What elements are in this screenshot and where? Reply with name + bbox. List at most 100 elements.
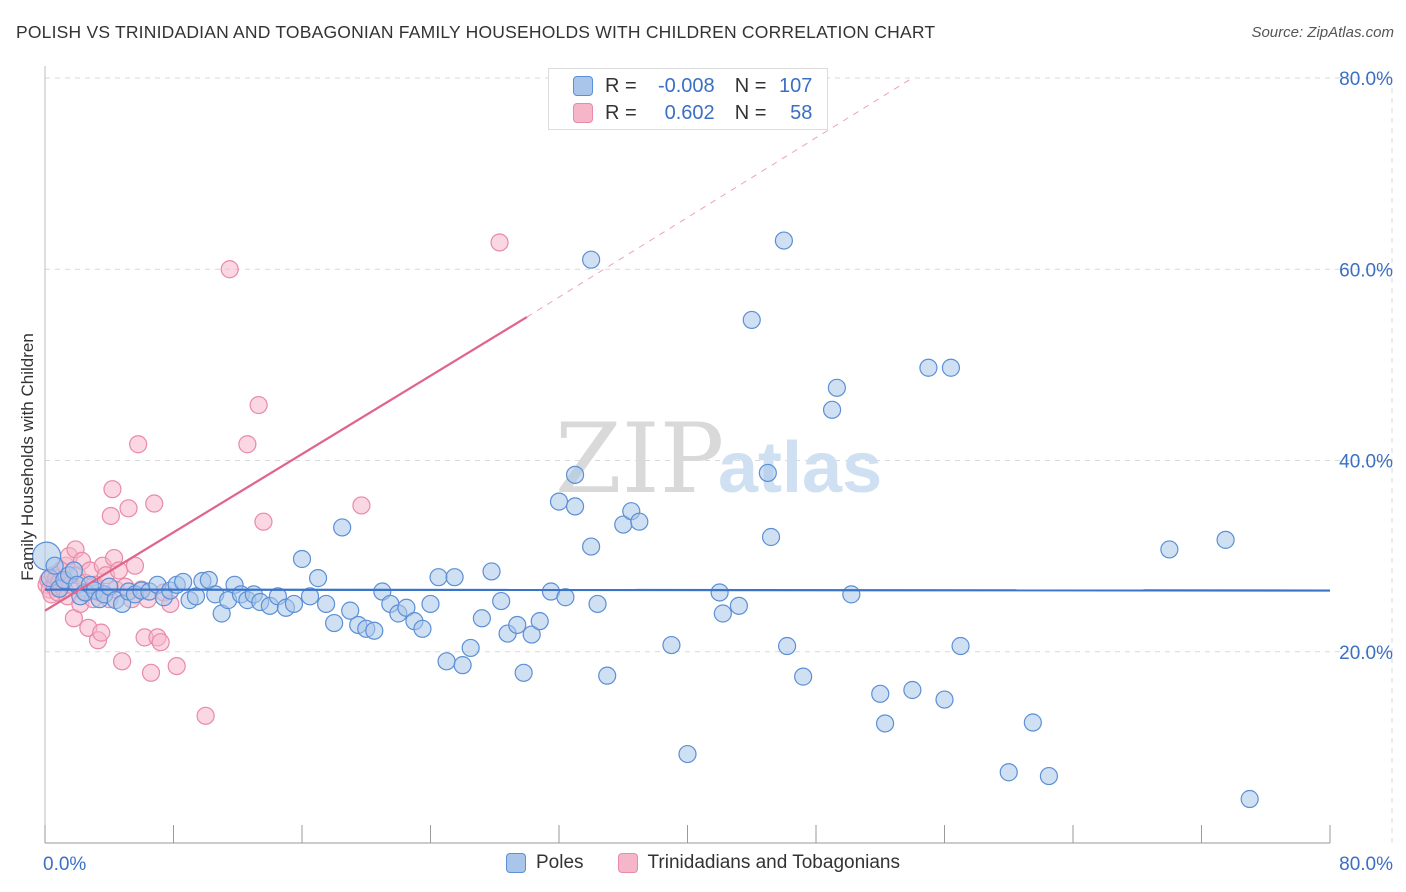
- tt-point: [490, 233, 509, 252]
- poles-point: [941, 358, 961, 377]
- x-tick-label: 80.0%: [1339, 854, 1393, 875]
- poles-point: [713, 604, 732, 623]
- poles-point: [284, 594, 304, 614]
- x-tick-label: 0.0%: [43, 854, 86, 875]
- tt-point: [101, 506, 120, 526]
- legend-item-tt[interactable]: Trinidadians and Tobagonians: [617, 852, 900, 874]
- poles-point: [1160, 540, 1179, 559]
- poles-point: [556, 588, 575, 607]
- poles-point: [827, 378, 846, 397]
- poles-point: [325, 613, 344, 633]
- y-tick-label: 40.0%: [1339, 452, 1393, 473]
- poles-point: [549, 492, 569, 511]
- poles-point: [710, 583, 729, 602]
- grid-lines: [44, 66, 1393, 843]
- poles-point: [461, 638, 480, 658]
- poles-point: [875, 714, 895, 733]
- poles-point: [565, 465, 585, 484]
- correlation-legend: R = -0.008 N = 107 R = 0.602 N = 58: [548, 68, 828, 130]
- trend-lines: [44, 77, 1331, 612]
- series-legend: Poles Trinidadians and Tobagonians: [0, 852, 1406, 874]
- poles-point: [522, 625, 541, 644]
- poles-point: [1216, 530, 1235, 549]
- poles-point: [662, 635, 681, 655]
- poles-point: [300, 587, 320, 606]
- poles-point: [871, 684, 890, 703]
- poles-point: [429, 568, 448, 587]
- poles-point: [421, 594, 440, 614]
- poles-point: [761, 527, 781, 547]
- legend-item-poles[interactable]: Poles: [506, 852, 584, 874]
- poles-point: [758, 463, 777, 483]
- poles-point: [777, 636, 797, 656]
- poles-point: [582, 250, 601, 269]
- poles-point: [630, 512, 649, 531]
- poles-point: [437, 652, 456, 671]
- r-value-poles: -0.008: [657, 74, 715, 97]
- source-label: Source: ZipAtlas.com: [1251, 24, 1394, 41]
- poles-point: [565, 497, 585, 516]
- poles-point: [774, 231, 793, 250]
- legend-label-poles: Poles: [536, 852, 584, 873]
- poles-point: [333, 518, 352, 537]
- poles-point: [935, 690, 954, 709]
- y-tick-label: 60.0%: [1339, 260, 1393, 281]
- n-label: N =: [734, 74, 767, 97]
- tt-point: [129, 435, 148, 454]
- watermark-atlas: atlas: [718, 428, 882, 508]
- poles-point: [397, 598, 416, 617]
- tt-point: [220, 260, 239, 279]
- tt-point: [92, 623, 111, 642]
- poles-point: [186, 587, 206, 606]
- chart-title: POLISH VS TRINIDADIAN AND TOBAGONIAN FAM…: [16, 22, 936, 42]
- poles-point: [482, 562, 501, 581]
- poles-point: [598, 666, 617, 685]
- poles-point: [729, 596, 749, 615]
- poles-point: [999, 763, 1018, 782]
- legend-swatch-tt: [573, 103, 593, 123]
- y-tick-label: 20.0%: [1339, 643, 1393, 664]
- poles-point: [292, 549, 312, 569]
- watermark: ZIP atlas: [555, 403, 882, 515]
- legend-swatch-poles: [573, 76, 593, 96]
- tt-point: [125, 556, 145, 575]
- n-value-tt: 58: [790, 101, 813, 124]
- poles-trend-line: [44, 588, 1331, 592]
- tt-point: [141, 663, 161, 682]
- poles-point: [45, 556, 64, 575]
- r-value-tt: 0.602: [664, 101, 715, 124]
- poles-point: [316, 594, 336, 614]
- n-value-poles: 107: [779, 74, 813, 97]
- poles-point: [794, 667, 813, 686]
- poles-point: [919, 358, 938, 377]
- poles-point: [742, 310, 761, 330]
- poles-point: [588, 594, 607, 614]
- y-tick-label: 80.0%: [1339, 69, 1393, 90]
- poles-point: [530, 612, 549, 631]
- poles-point: [492, 591, 511, 611]
- poles-point: [822, 400, 842, 419]
- legend-swatch-poles: [506, 853, 526, 873]
- tt-point: [196, 706, 215, 725]
- poles-point: [1240, 789, 1259, 809]
- tt-point: [119, 499, 138, 518]
- poles-point: [514, 663, 533, 682]
- tt-point: [238, 435, 257, 454]
- tt-trend-line: [44, 316, 528, 612]
- legend-label-tt: Trinidadians and Tobagonians: [647, 852, 900, 873]
- tt-point: [151, 633, 170, 652]
- poles-point: [903, 680, 922, 700]
- poles-point: [678, 744, 697, 764]
- r-label: R =: [605, 74, 637, 97]
- poles-point: [508, 615, 527, 635]
- legend-swatch-tt: [617, 853, 638, 873]
- watermark-zip: ZIP: [555, 403, 724, 515]
- n-label: N =: [734, 101, 767, 124]
- tt-point: [145, 494, 164, 513]
- poles-point: [951, 636, 970, 656]
- tt-point: [103, 480, 122, 499]
- poles-point: [472, 609, 491, 628]
- tt-point: [112, 652, 132, 671]
- tt-point: [254, 512, 273, 531]
